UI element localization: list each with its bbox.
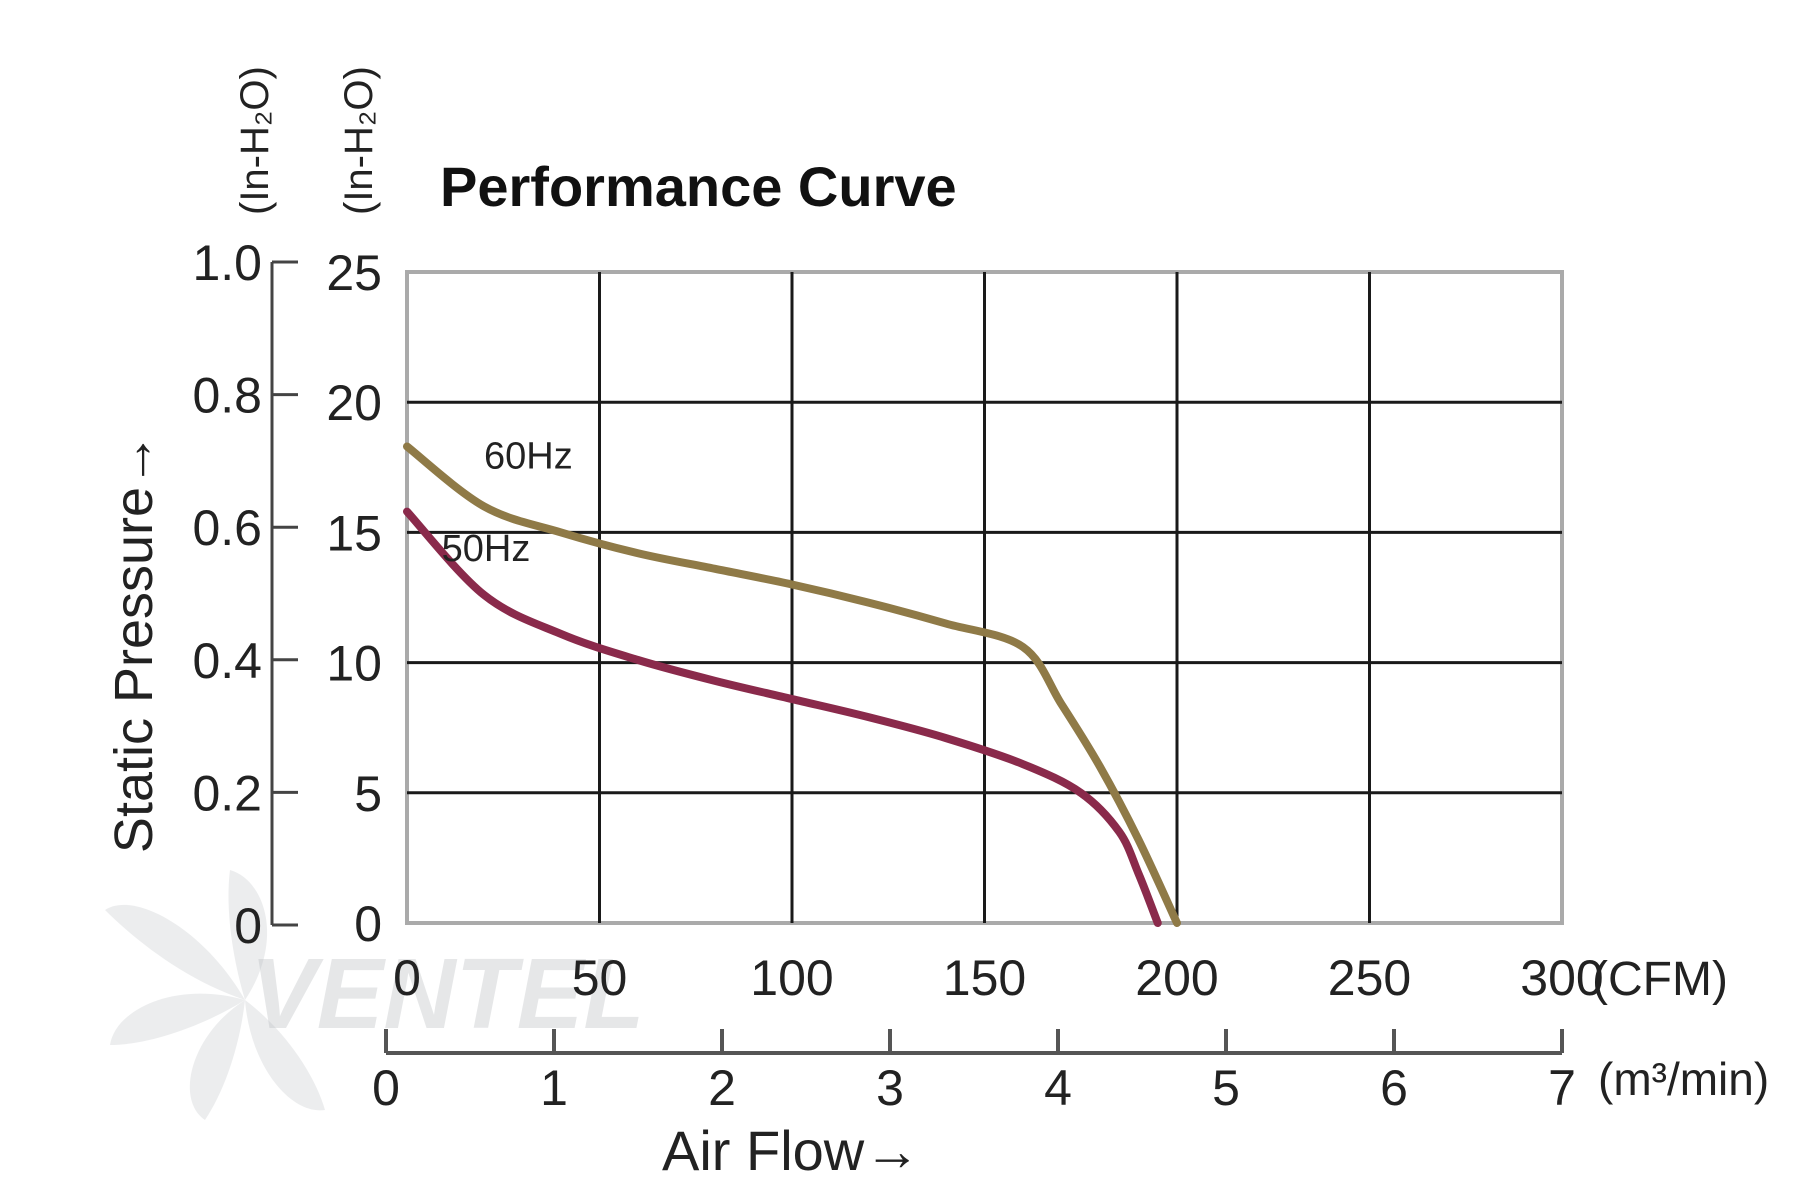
series-layer: 60Hz 50Hz <box>403 435 1181 927</box>
x-tick-label: 50 <box>572 950 628 1006</box>
series-line-60hz <box>403 442 1181 927</box>
series-line-50hz <box>403 507 1162 927</box>
watermark: VENTEL <box>105 870 644 1120</box>
y-axis-label: Static Pressure→ <box>104 433 164 853</box>
x2-axis: 0 1 2 3 4 5 6 7 <box>372 1029 1576 1116</box>
y-tick-label: 15 <box>326 505 382 561</box>
chart-title: Performance Curve <box>440 155 957 218</box>
y-tick-label: 25 <box>326 245 382 301</box>
x-tick-label: 100 <box>750 950 833 1006</box>
y2-tick-label: 0.8 <box>192 368 262 424</box>
x2-tick-label: 0 <box>372 1060 400 1116</box>
y2-tick-label: 0.4 <box>192 633 262 689</box>
y2-tick-label: 1.0 <box>192 235 262 291</box>
y2-tick-label: 0.6 <box>192 500 262 556</box>
x2-tick-label: 3 <box>876 1060 904 1116</box>
y2-tick-label: 0 <box>234 898 262 954</box>
watermark-text: VENTEL <box>250 938 644 1050</box>
x2-tick-label: 7 <box>1548 1060 1576 1116</box>
x2-unit-label: (m³/min) <box>1598 1053 1769 1105</box>
series-label-60hz: 60Hz <box>484 435 573 477</box>
y-tick-label: 10 <box>326 636 382 692</box>
x-tick-label: 150 <box>943 950 1026 1006</box>
x2-tick-label: 1 <box>540 1060 568 1116</box>
y2-tick-label: 0.2 <box>192 765 262 821</box>
x-unit-label: (CFM) <box>1592 953 1728 1006</box>
y2-tick-labels: 0 0.2 0.4 0.6 0.8 1.0 <box>192 235 298 954</box>
x-axis-label: Air Flow→ <box>662 1119 920 1182</box>
y-tick-label: 0 <box>354 896 382 952</box>
grid <box>405 270 1564 925</box>
y-unit-label: (In-H₂O) <box>337 66 381 215</box>
x-tick-labels: 0 50 100 150 200 250 300 <box>393 950 1604 1006</box>
x-tick-label: 200 <box>1135 950 1218 1006</box>
x-tick-label: 300 <box>1520 950 1603 1006</box>
x2-tick-label: 6 <box>1380 1060 1408 1116</box>
y2-unit-label: (In-H₂O) <box>233 66 277 215</box>
x-tick-label: 250 <box>1328 950 1411 1006</box>
y-tick-label: 20 <box>326 375 382 431</box>
series-label-50hz: 50Hz <box>442 528 531 570</box>
y-tick-labels: 0 5 10 15 20 25 <box>326 245 382 952</box>
x2-tick-label: 4 <box>1044 1060 1072 1116</box>
x2-tick-label: 2 <box>708 1060 736 1116</box>
y-tick-label: 5 <box>354 766 382 822</box>
x2-tick-label: 5 <box>1212 1060 1240 1116</box>
x-tick-label: 0 <box>393 950 421 1006</box>
fan-logo-icon <box>105 870 325 1120</box>
